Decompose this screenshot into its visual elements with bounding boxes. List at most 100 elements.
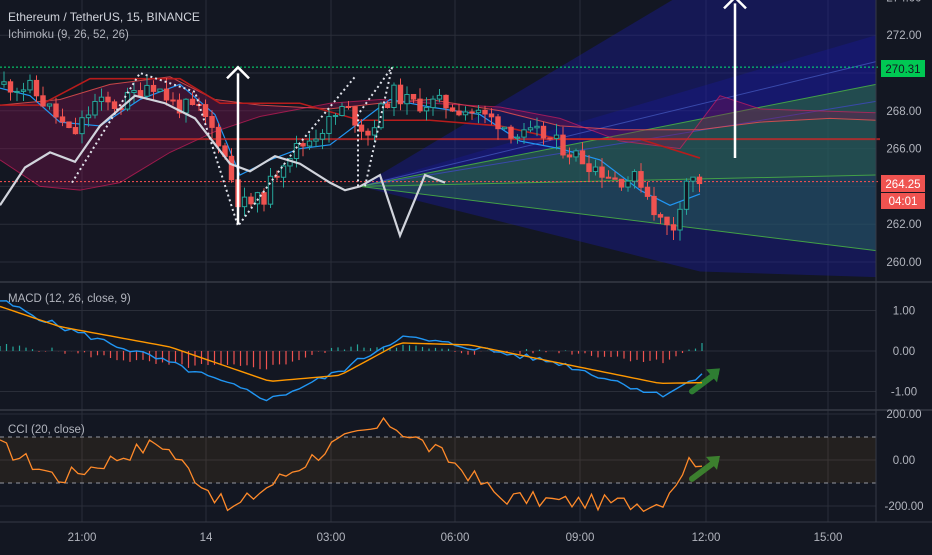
- candle-up: [326, 116, 332, 134]
- candle-down: [358, 124, 365, 132]
- candle-up: [501, 126, 508, 130]
- last-price-tag: [881, 175, 925, 192]
- candle-down: [66, 121, 72, 129]
- candle-up: [1, 81, 7, 85]
- zigzag-pattern-2: [357, 66, 393, 187]
- candle-up: [79, 117, 85, 135]
- blue-channel-edge: [359, 100, 877, 187]
- candle-down: [53, 103, 59, 118]
- candle-up: [280, 165, 287, 178]
- candle-down: [456, 110, 462, 116]
- candle-down: [644, 186, 651, 197]
- candle-down: [651, 195, 657, 216]
- ichimoku-legend[interactable]: Ichimoku (9, 26, 52, 26): [8, 29, 129, 41]
- candle-down: [352, 106, 358, 126]
- candle-up: [27, 79, 33, 91]
- candle-down: [248, 196, 254, 205]
- time-axis[interactable]: 21:00 14 03:00 06:00 09:00 12:00 15:00: [68, 532, 843, 544]
- zigzag-pattern-1: [71, 71, 356, 229]
- candle-up: [293, 143, 300, 160]
- price-candles[interactable]: [1, 71, 703, 241]
- countdown-tag: [881, 193, 925, 209]
- candle-down: [163, 88, 170, 101]
- candle-up: [157, 88, 163, 92]
- macd-tick-label: 1.00: [893, 306, 915, 318]
- cci-band-fill: [0, 437, 876, 483]
- resistance-price-tag: [881, 60, 925, 77]
- candle-down: [209, 116, 215, 128]
- candle-down: [300, 143, 306, 147]
- macd-legend[interactable]: MACD (12, 26, close, 9): [8, 293, 131, 305]
- candle-up: [20, 89, 27, 92]
- price-projection-line: [0, 94, 446, 239]
- candle-down: [540, 125, 547, 139]
- candle-up: [241, 196, 248, 208]
- time-tick-label: 09:00: [566, 532, 595, 544]
- candle-up: [371, 127, 378, 136]
- candle-up: [144, 84, 150, 97]
- symbol-title[interactable]: Ethereum / TetherUS, 15, BINANCE: [8, 10, 200, 24]
- kumo-cloud: [0, 76, 876, 191]
- candle-down: [495, 116, 501, 130]
- candle-down: [170, 99, 176, 102]
- price-tick-label: 272.00: [886, 30, 921, 42]
- resistance-price-label: 270.31: [885, 64, 920, 76]
- candle-up: [92, 100, 98, 116]
- price-tick-label: 262.00: [886, 219, 921, 231]
- drawing-tools[interactable]: [0, 0, 747, 482]
- candle-down: [345, 105, 352, 108]
- candle-down: [137, 90, 144, 97]
- candle-down: [612, 177, 618, 180]
- tenkan-sen: [0, 83, 701, 206]
- candle-up: [677, 208, 683, 231]
- candle-down: [228, 155, 235, 181]
- candle-down: [560, 134, 566, 156]
- candle-down: [482, 109, 488, 115]
- candle-down: [72, 127, 79, 135]
- candle-down: [586, 163, 592, 173]
- candle-up: [391, 84, 397, 108]
- candle-down: [599, 166, 605, 178]
- cci-legend[interactable]: CCI (20, close): [8, 424, 85, 436]
- macd-tick-label: -1.00: [891, 387, 917, 399]
- blue-channel-edge: [359, 61, 877, 187]
- candle-up: [339, 105, 345, 117]
- candle-up: [46, 103, 53, 107]
- candle-down: [215, 126, 222, 147]
- candle-up: [553, 134, 560, 139]
- candle-down: [508, 126, 514, 139]
- green-channel-edge: [359, 185, 877, 252]
- candle-up: [98, 96, 105, 102]
- target-arrow-head: [723, 0, 747, 10]
- candle-up: [521, 129, 527, 138]
- price-tick-label: 260.00: [886, 257, 921, 269]
- candle-up: [592, 166, 599, 173]
- time-tick-label: 15:00: [814, 532, 843, 544]
- pane-separators[interactable]: [0, 281, 932, 523]
- cci-pane[interactable]: [0, 416, 876, 513]
- candle-down: [664, 216, 670, 226]
- candle-down: [33, 79, 40, 97]
- bullish-arrow-head: [706, 455, 720, 470]
- green-lower-fill: [360, 175, 876, 251]
- candle-down: [397, 84, 404, 105]
- candle-down: [150, 84, 157, 92]
- candle-down: [59, 116, 66, 123]
- cci-tick-label: 200.00: [886, 409, 921, 421]
- green-channel-edge: [359, 174, 877, 187]
- candle-down: [547, 137, 553, 140]
- candle-up: [462, 111, 469, 116]
- cci-tick-label: -200.00: [884, 501, 923, 513]
- candle-up: [319, 132, 326, 140]
- macd-pane[interactable]: [0, 300, 703, 402]
- candle-down: [417, 98, 423, 112]
- time-tick-label: 14: [200, 532, 213, 544]
- macd-line: [0, 300, 703, 402]
- candle-up: [14, 90, 20, 93]
- candle-up: [631, 171, 638, 182]
- macd-tick-label: 0.00: [893, 346, 915, 358]
- time-tick-label: 12:00: [692, 532, 721, 544]
- candle-down: [365, 130, 371, 136]
